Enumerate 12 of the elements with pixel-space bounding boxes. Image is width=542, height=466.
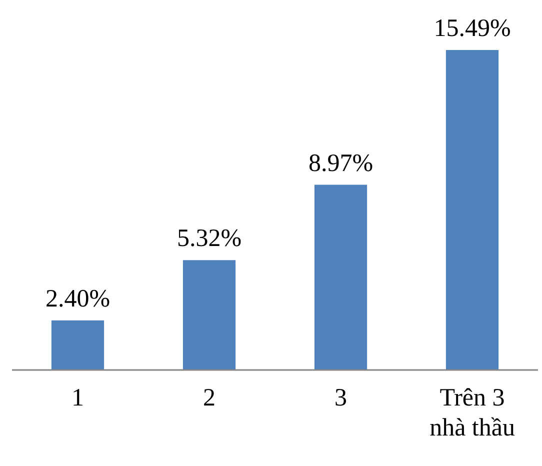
x-tick-label: 1 — [72, 384, 84, 412]
bar — [51, 320, 104, 370]
data-label: 8.97% — [308, 150, 374, 177]
bar — [314, 184, 368, 370]
x-tick-label: Trên 3 nhà thầu — [430, 384, 516, 442]
bar — [446, 50, 499, 370]
x-tick-label: 2 — [203, 384, 216, 412]
data-label: 5.32% — [176, 225, 242, 252]
data-label: 2.40% — [45, 285, 110, 312]
bar — [182, 260, 236, 370]
x-tick-label: 3 — [334, 384, 347, 412]
data-label: 15.49% — [434, 15, 511, 42]
